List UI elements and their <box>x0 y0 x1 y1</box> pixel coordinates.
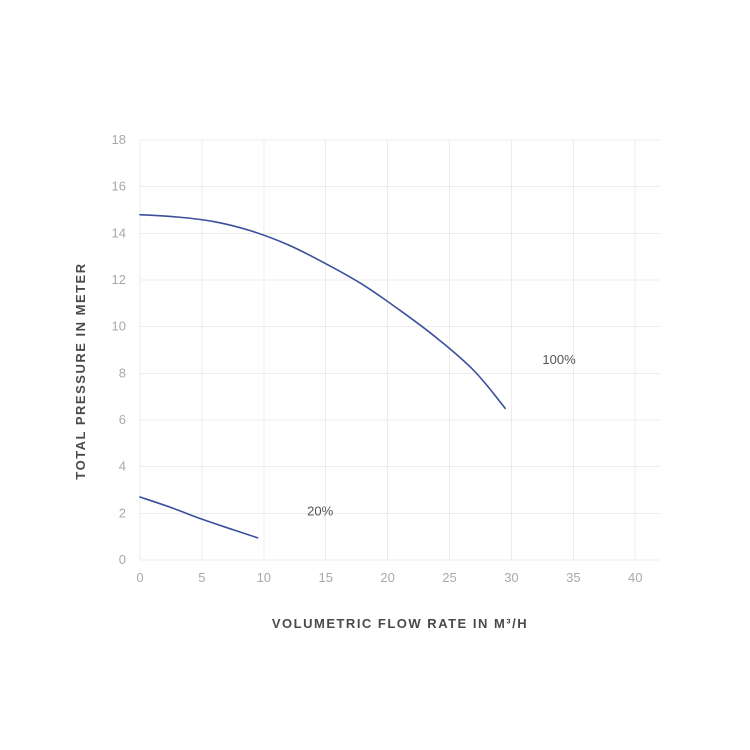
y-tick-label: 2 <box>119 505 126 520</box>
x-tick-label: 20 <box>380 570 394 585</box>
x-tick-label: 0 <box>136 570 143 585</box>
y-axis-title: TOTAL PRESSURE IN METER <box>73 262 88 479</box>
y-tick-label: 14 <box>112 225 126 240</box>
x-tick-label: 15 <box>318 570 332 585</box>
y-tick-label: 18 <box>112 132 126 147</box>
y-tick-label: 10 <box>112 319 126 334</box>
chart-container: 0 2 4 6 8 10 12 14 16 18 0 5 10 15 20 25 30 35 40 100% 20% TO… <box>0 0 750 750</box>
x-tick-label: 25 <box>442 570 456 585</box>
curve-20-label: 20% <box>307 504 333 519</box>
x-tick-label: 30 <box>504 570 518 585</box>
y-tick-label: 0 <box>119 552 126 567</box>
x-tick-label: 40 <box>628 570 642 585</box>
y-tick-label: 16 <box>112 179 126 194</box>
curve-100-label: 100% <box>542 352 576 367</box>
y-tick-label: 4 <box>119 459 126 474</box>
pump-curve-chart: 0 2 4 6 8 10 12 14 16 18 0 5 10 15 20 25 30 35 40 100% 20% TO… <box>0 0 750 750</box>
y-tick-label: 6 <box>119 412 126 427</box>
x-tick-label: 5 <box>198 570 205 585</box>
x-tick-label: 10 <box>257 570 271 585</box>
y-tick-label: 12 <box>112 272 126 287</box>
y-tick-label: 8 <box>119 365 126 380</box>
x-tick-label: 35 <box>566 570 580 585</box>
x-axis-title: VOLUMETRIC FLOW RATE IN M³/H <box>272 616 528 631</box>
